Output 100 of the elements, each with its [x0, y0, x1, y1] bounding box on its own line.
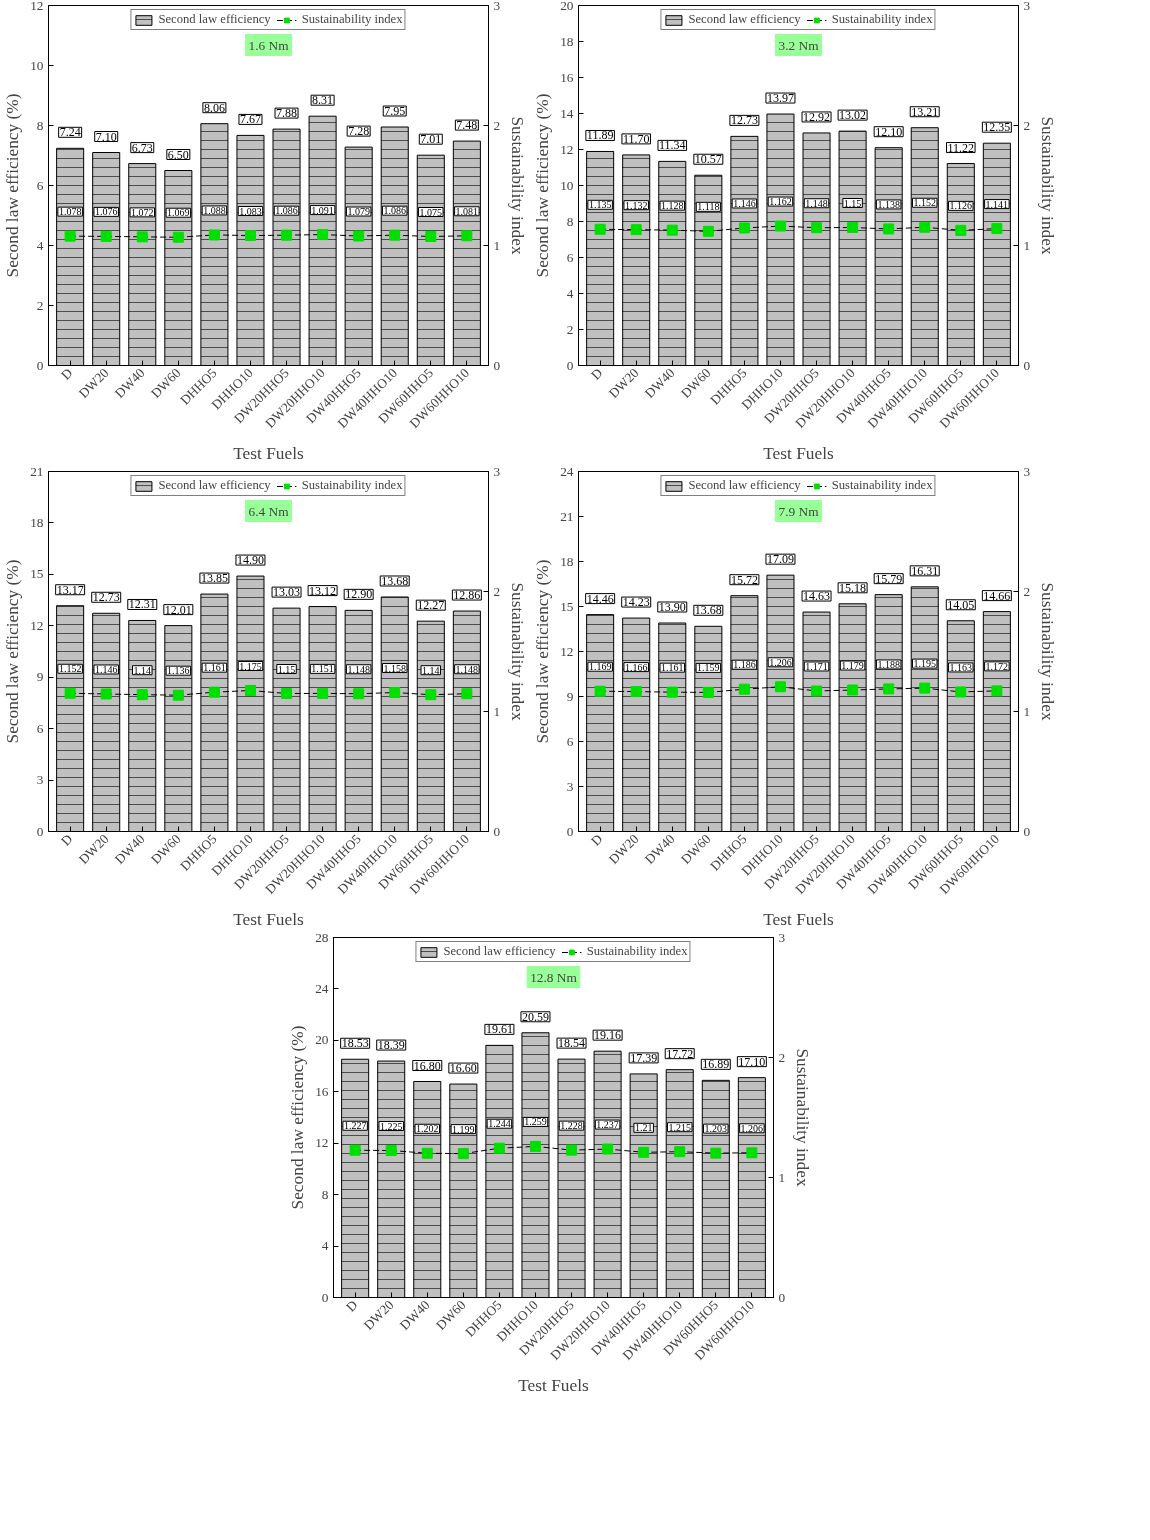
data-label: 14.05 — [947, 597, 975, 612]
data-label: 12.73 — [730, 113, 758, 128]
y2-tick-label: 3 — [1023, 0, 1031, 13]
data-label: 18.39 — [377, 1038, 405, 1053]
data-label: 1.172 — [985, 660, 1009, 672]
x-axis-title: Test Fuels — [233, 444, 305, 464]
data-label: 13.68 — [381, 573, 409, 588]
data-label: 1.138 — [877, 198, 900, 210]
data-label: 1.175 — [239, 660, 262, 672]
legend-label: Second law efficiency — [688, 478, 801, 493]
data-label: 1.14 — [133, 664, 152, 676]
y2-tick-label: 1 — [1023, 237, 1031, 253]
data-label: 17.72 — [666, 1046, 694, 1061]
y2-tick-label: 0 — [493, 357, 501, 373]
data-label: 1.186 — [733, 659, 756, 671]
data-label: 15.72 — [730, 572, 758, 587]
data-label: 1.148 — [347, 663, 370, 675]
y-tick-label: 18 — [30, 514, 44, 530]
y-tick-label: 16 — [315, 1083, 329, 1099]
y-tick-label: 12 — [560, 141, 574, 157]
data-label: 1.078 — [58, 206, 82, 218]
data-label: 1.15 — [843, 197, 862, 209]
y2-tick-label: 0 — [778, 1289, 786, 1305]
data-label: 1.152 — [913, 197, 936, 209]
data-label: 7.95 — [384, 104, 406, 118]
data-label: 1.086 — [275, 205, 298, 217]
data-label: 11.34 — [658, 138, 686, 153]
data-label: 18.53 — [341, 1036, 369, 1051]
legend-label: Sustainability index — [831, 12, 933, 27]
x-tick-label: D — [588, 830, 606, 849]
legend-label: Second law efficiency — [158, 12, 271, 27]
data-label: 1.148 — [455, 663, 479, 675]
y2-tick-label: 2 — [493, 117, 501, 133]
data-label: 1.199 — [452, 1123, 475, 1135]
y-tick-label: 28 — [315, 929, 329, 945]
legend-label: Sustainability index — [301, 478, 403, 493]
y-tick-label: 6 — [36, 177, 44, 193]
y-tick-label: 24 — [315, 980, 329, 996]
data-label: 1.091 — [311, 204, 334, 216]
data-label: 1.169 — [588, 661, 612, 673]
data-label: 10.57 — [694, 152, 722, 167]
y2-tick-label: 2 — [493, 583, 501, 599]
y2-axis-title: Sustainability index — [1038, 116, 1058, 255]
data-label: 6.73 — [131, 140, 153, 155]
data-label: 1.15 — [277, 663, 296, 675]
data-label: 13.97 — [766, 91, 794, 106]
x-axis-title: Test Fuels — [763, 910, 835, 930]
data-label: 1.228 — [560, 1120, 583, 1132]
y2-axis-title: Sustainability index — [793, 1048, 813, 1187]
data-label: 13.85 — [200, 571, 228, 586]
data-label: 1.202 — [416, 1123, 439, 1135]
legend-label: Second law efficiency — [443, 944, 556, 959]
data-label: 1.141 — [985, 198, 1009, 210]
data-label: 1.227 — [343, 1120, 367, 1132]
data-label: 1.135 — [588, 199, 612, 211]
data-label: 1.188 — [877, 658, 900, 670]
y-axis-title: Second law efficiency (%) — [3, 93, 23, 278]
data-label: 7.24 — [59, 125, 81, 140]
data-label: 17.09 — [766, 552, 794, 567]
legend-label: Sustainability index — [586, 944, 688, 959]
data-label: 1.161 — [203, 662, 226, 674]
y-tick-label: 6 — [36, 720, 44, 736]
data-label: 14.63 — [803, 589, 831, 604]
data-label: 13.02 — [839, 108, 867, 123]
data-label: 7.67 — [239, 112, 261, 127]
y-tick-label: 16 — [560, 69, 574, 85]
data-label: 1.166 — [624, 661, 648, 673]
y-tick-label: 8 — [36, 117, 44, 133]
data-label: 1.148 — [805, 197, 828, 209]
x-tick-label: D — [343, 1296, 361, 1315]
y-tick-label: 12 — [30, 0, 44, 13]
data-label: 14.23 — [622, 595, 650, 610]
y-tick-label: 20 — [560, 0, 574, 13]
data-label: 1.162 — [769, 196, 792, 208]
y2-tick-label: 3 — [1023, 463, 1031, 479]
data-label: 1.161 — [661, 662, 684, 674]
data-label: 13.12 — [309, 583, 337, 598]
y2-tick-label: 3 — [493, 463, 501, 479]
data-label: 12.31 — [128, 597, 156, 612]
y2-tick-label: 1 — [493, 237, 501, 253]
x-axis-title: Test Fuels — [518, 1376, 590, 1396]
data-label: 1.086 — [383, 205, 406, 217]
data-label: 13.21 — [911, 104, 939, 119]
data-label: 1.081 — [455, 205, 479, 217]
y2-tick-label: 0 — [493, 823, 501, 839]
data-label: 1.259 — [524, 1116, 547, 1128]
data-label: 1.118 — [697, 201, 720, 213]
y2-axis-title: Sustainability index — [1038, 582, 1058, 721]
data-label: 12.92 — [803, 109, 831, 124]
y-tick-label: 15 — [30, 566, 44, 582]
data-label: 1.179 — [841, 660, 864, 672]
data-label: 12.90 — [345, 587, 373, 602]
y-tick-label: 24 — [560, 463, 574, 479]
y-tick-label: 12 — [315, 1135, 329, 1151]
data-label: 8.31 — [312, 93, 334, 108]
data-label: 14.46 — [586, 591, 614, 606]
legend-label: Second law efficiency — [158, 478, 271, 493]
data-label: 14.90 — [236, 553, 264, 568]
data-label: 20.59 — [521, 1009, 549, 1024]
y-tick-label: 8 — [321, 1186, 329, 1202]
